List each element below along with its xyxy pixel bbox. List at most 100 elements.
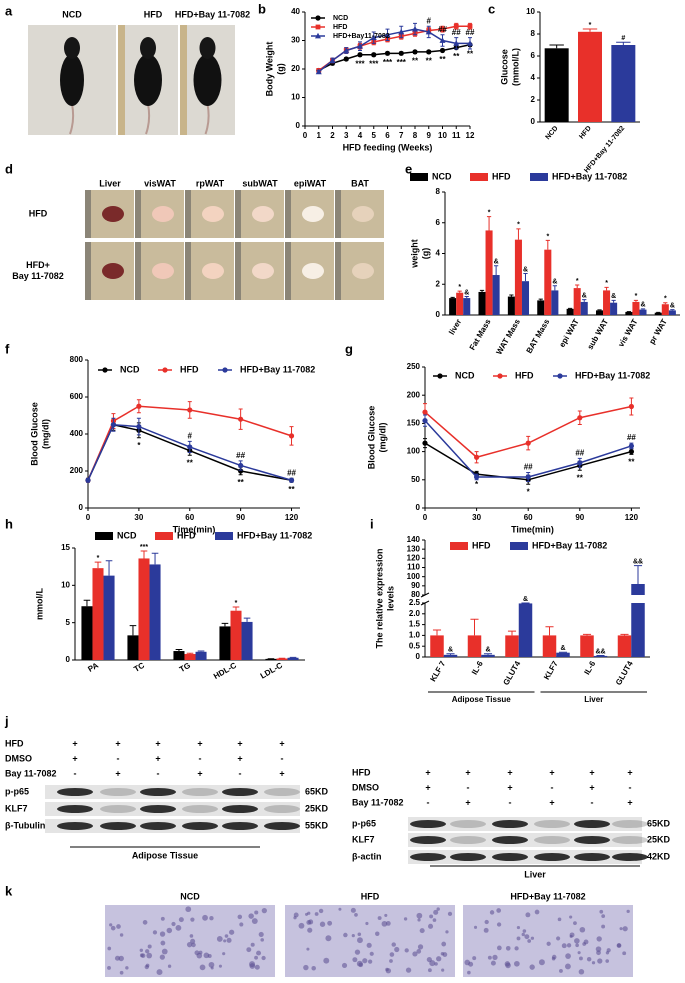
nucleus: [619, 927, 623, 931]
condition-sign: -: [591, 797, 594, 807]
blot-band: [100, 805, 136, 813]
error-bar: [670, 309, 675, 311]
nucleus: [389, 959, 393, 963]
bar: [580, 635, 594, 657]
condition-sign: +: [155, 738, 160, 748]
condition-sign: -: [281, 753, 284, 763]
nucleus: [209, 916, 214, 921]
y-tick-label: 10: [61, 580, 70, 589]
nucleus: [314, 912, 319, 916]
bar: [595, 310, 604, 315]
line: [87, 423, 292, 481]
marker: [577, 415, 583, 421]
bar: [556, 652, 570, 657]
ruler: [335, 242, 341, 300]
marker: [453, 23, 459, 29]
nucleus: [306, 947, 310, 951]
bar: [537, 300, 545, 315]
blot-band: [140, 805, 176, 813]
x-tick-label: 1: [317, 131, 322, 140]
nucleus: [597, 958, 603, 964]
nucleus: [492, 954, 498, 960]
x-tick-label: 9: [427, 131, 432, 140]
nucleus: [412, 951, 418, 957]
y-tick-label: 0: [66, 655, 71, 664]
nucleus: [467, 970, 471, 975]
nucleus: [107, 965, 111, 970]
nucleus: [226, 937, 232, 943]
legend-label: NCD: [117, 530, 137, 540]
y-tick-label: 8: [436, 187, 441, 196]
y-tick-label: 140: [407, 535, 421, 544]
marker: [497, 373, 503, 379]
band-label: p-p65: [5, 786, 29, 796]
nucleus: [156, 969, 163, 976]
nucleus: [307, 911, 311, 915]
nucleus: [596, 950, 601, 956]
histology-image: [463, 905, 633, 977]
nucleus: [189, 934, 194, 938]
blot-band: [100, 822, 136, 830]
significance: ##: [438, 25, 447, 34]
bar: [603, 290, 611, 315]
bar: [578, 31, 602, 122]
tissue: [352, 263, 374, 279]
nucleus: [416, 912, 423, 919]
x-axis-label: Time(min): [511, 524, 554, 534]
nucleus: [307, 927, 313, 933]
y-tick-label: 2: [436, 279, 441, 288]
nucleus: [166, 927, 173, 934]
nucleus: [185, 906, 192, 913]
row-label: Bay 11-7082: [12, 271, 64, 281]
y-tick-label: 100: [407, 447, 421, 456]
tissue: [102, 263, 124, 279]
marker: [371, 52, 377, 58]
error-bar: [483, 653, 493, 655]
condition-sign: -: [239, 768, 242, 778]
marker: [136, 403, 142, 409]
blot-band: [612, 836, 648, 844]
nucleus: [574, 938, 580, 944]
tissue: [152, 263, 174, 279]
error-bar: [243, 617, 251, 622]
tissue-label: Liver: [524, 869, 546, 879]
bar: [542, 635, 557, 657]
nucleus: [146, 952, 153, 959]
condition-sign: -: [467, 782, 470, 792]
tissue: [302, 206, 324, 222]
nucleus: [538, 959, 545, 966]
nucleus: [490, 960, 496, 966]
bar: [492, 275, 500, 315]
x-tick-label: 60: [185, 513, 194, 522]
significance: #: [427, 16, 432, 25]
x-tick-label: epi WAT: [557, 317, 580, 348]
nucleus: [145, 963, 150, 968]
blot-band: [492, 836, 528, 844]
legend-label: HFD: [472, 540, 491, 550]
nucleus: [249, 961, 256, 968]
marker: [525, 440, 531, 446]
significance: ***: [369, 59, 379, 68]
error-bar: [232, 606, 240, 611]
tissue: [252, 206, 274, 222]
y-tick-label: 10: [291, 93, 300, 102]
bar: [514, 239, 522, 315]
nucleus: [556, 936, 561, 941]
y-tick-label: 120: [407, 553, 421, 562]
nucleus: [223, 939, 227, 943]
marker: [525, 474, 531, 480]
blot-band: [140, 788, 176, 796]
nucleus: [354, 949, 361, 955]
condition-sign: -: [629, 782, 632, 792]
panel-letter: f: [5, 341, 10, 356]
y-tick-label: 600: [70, 392, 84, 401]
nucleus: [416, 948, 422, 954]
y-axis-label: (g): [420, 248, 430, 260]
nucleus: [357, 937, 363, 944]
bar: [580, 301, 588, 315]
line: [318, 44, 471, 72]
nucleus: [190, 917, 195, 922]
y-axis-label: levels: [385, 586, 395, 611]
blot-band: [574, 853, 610, 861]
